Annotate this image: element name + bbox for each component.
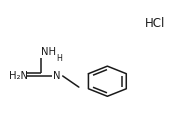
Text: H₂N: H₂N [9,71,28,81]
Text: N: N [53,71,61,81]
Text: HCl: HCl [144,17,165,30]
Text: H: H [56,54,62,63]
Text: NH: NH [41,47,56,57]
